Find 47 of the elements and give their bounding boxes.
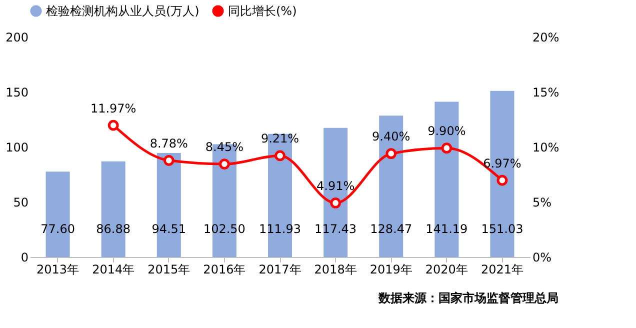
point	[163, 154, 174, 166]
source-note: 数据来源：国家市场监督管理总局	[378, 291, 559, 305]
y-tick-label: 50	[13, 196, 28, 210]
x-tick-label: 2016年	[203, 262, 246, 276]
data-label: 4.91%	[316, 178, 355, 193]
x-tick-label: 2017年	[258, 262, 302, 276]
data-label: 6.97%	[483, 156, 522, 170]
y2-tick-label: 10%	[532, 140, 560, 154]
data-label: 8.45%	[205, 140, 244, 154]
legend-label: 同比增长(%)	[228, 4, 297, 18]
x-tick-label: 2018年	[314, 262, 357, 276]
point	[219, 158, 230, 170]
data-label: 77.60	[40, 222, 75, 236]
y-tick-label: 100	[6, 140, 28, 154]
data-label: 9.90%	[428, 124, 466, 138]
data-label: 111.93	[259, 222, 301, 236]
data-label: 117.43	[314, 222, 357, 236]
y-tick-label: 0	[20, 250, 28, 264]
data-label: 141.19	[426, 222, 468, 236]
point	[330, 198, 341, 208]
x-tick-label: 2020年	[425, 262, 468, 276]
y2-tick-label: 5%	[532, 196, 552, 210]
data-label: 8.78%	[150, 136, 188, 150]
data-label: 128.47	[370, 222, 412, 236]
data-label: 94.51	[152, 222, 186, 236]
y2-tick-label: 15%	[532, 86, 560, 100]
legend-label: 检验检测机构从业人员(万人)	[46, 4, 200, 18]
data-label: 11.97%	[90, 101, 136, 116]
data-label: 9.40%	[372, 130, 410, 144]
x-tick-label: 2021年	[480, 262, 524, 276]
data-label: 9.21%	[260, 132, 300, 146]
point	[274, 150, 286, 162]
x-tick-label: 2014年	[92, 262, 135, 276]
y2-tick-label: 20%	[532, 30, 560, 44]
x-tick-label: 2015年	[148, 262, 190, 276]
data-label: 102.50	[203, 222, 246, 236]
y-tick-label: 150	[6, 86, 28, 100]
data-label: 151.03	[481, 222, 524, 236]
point	[496, 174, 508, 186]
point	[108, 120, 119, 131]
point	[386, 148, 397, 160]
point	[441, 142, 452, 154]
data-label: 86.88	[96, 222, 131, 236]
x-tick-label: 2013年	[36, 262, 80, 276]
y2-tick-label: 0%	[532, 250, 552, 264]
x-tick-label: 2019年	[370, 262, 412, 276]
y-tick-label: 200	[6, 30, 28, 44]
